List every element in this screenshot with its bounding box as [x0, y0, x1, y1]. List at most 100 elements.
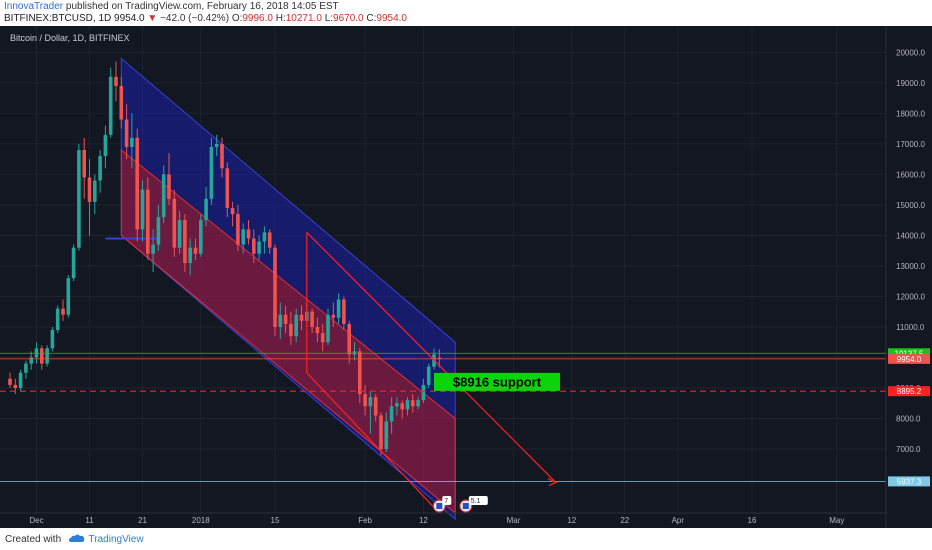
time-tick-label: 12 [567, 516, 576, 525]
descending-trend-line [306, 231, 557, 483]
candle-body [114, 76, 118, 86]
candle-body [241, 229, 245, 245]
chart-title: Bitcoin / Dollar, 1D, BITFINEX [10, 33, 130, 43]
candle-body [24, 363, 28, 373]
candle-body [225, 168, 230, 208]
price-line-tag [888, 476, 930, 487]
candle-body [93, 180, 97, 202]
trend-arrow-head [547, 478, 558, 487]
candle-body [267, 232, 272, 248]
candle-body [18, 372, 23, 388]
ohlc-line: BITFINEX:BTCUSD, 1D 9954.0 ▼ −42.0 (−0.4… [4, 13, 407, 24]
candle-body [220, 143, 224, 169]
candle-body [103, 134, 108, 157]
annotations: $8916 support 7 5.1 [432, 372, 560, 513]
high-value: 10271.0 [285, 13, 322, 24]
candle-body [379, 415, 383, 449]
candle-body [315, 326, 320, 334]
time-tick-label: 12 [419, 516, 428, 525]
candle-body [8, 378, 12, 385]
candle-body [135, 137, 139, 230]
candle-body [82, 150, 86, 178]
candle-body [199, 220, 203, 254]
time-tick-label: May [829, 516, 844, 525]
time-tick-label: Feb [358, 516, 372, 525]
candle-body [66, 278, 71, 315]
tradingview-cloud-icon [68, 534, 85, 542]
candle-body [326, 314, 330, 343]
time-tick-label: Apr [672, 516, 685, 525]
high-label: H: [275, 13, 286, 24]
trend-lines [306, 231, 558, 514]
price-tick-label: 11000.0 [896, 323, 925, 332]
time-tick-label: 15 [271, 516, 280, 525]
candle-body [384, 421, 389, 449]
open-label: O: [231, 13, 243, 24]
candle-body [55, 308, 60, 331]
candle-body [130, 137, 134, 147]
price-chart[interactable]: 7000.08000.09000.010000.011000.012000.01… [0, 26, 932, 528]
price-line-value: 10137.5 [895, 349, 924, 358]
tradingview-brand[interactable]: TradingView [88, 534, 144, 545]
candle-body [119, 85, 124, 120]
price-change: −42.0 (−0.42%) [160, 13, 230, 24]
author-link[interactable]: InnovaTrader [4, 1, 64, 12]
candle-body [183, 220, 187, 263]
candle-body [320, 333, 325, 343]
open-value: 9996.0 [242, 13, 273, 24]
time-tick-label: 2018 [192, 516, 210, 525]
price-tick-label: 17000.0 [896, 140, 925, 149]
created-with: Created with TradingView [5, 533, 144, 545]
candle-body [50, 330, 55, 349]
candle-body [289, 323, 293, 337]
candle-body [411, 400, 415, 407]
created-with-text: Created with [5, 534, 62, 545]
price-tick-label: 12000.0 [896, 292, 925, 301]
candle-body [373, 397, 378, 416]
time-axis-labels: Dec 11 21 2018 15 Feb 12 Mar 12 22 Apr 16 May [29, 516, 844, 525]
price-line-tag [888, 386, 930, 397]
event-badge-count: 7 [444, 498, 448, 505]
price-line-value: 9954.0 [897, 355, 922, 364]
time-tick-label: 21 [138, 516, 147, 525]
support-label-text: $8916 support [453, 374, 542, 389]
candle-body [246, 229, 251, 239]
price-line-tag [888, 353, 930, 364]
candle-body [13, 384, 18, 388]
close-label: C: [366, 13, 377, 24]
candle-body [71, 247, 76, 279]
candle-body [204, 198, 208, 221]
candle-body [273, 247, 277, 327]
candle-body [108, 76, 113, 135]
candle-body [299, 314, 304, 321]
flag-icon-center [462, 503, 469, 509]
candle-body [278, 314, 283, 327]
candle-body [368, 397, 373, 407]
price-tick-label: 14000.0 [896, 231, 925, 240]
time-tick-label: Dec [29, 516, 43, 525]
low-label: L: [324, 13, 334, 24]
candle-body [400, 403, 404, 410]
support-label-box [434, 372, 560, 391]
candle-body [236, 214, 240, 245]
close-value: 9954.0 [376, 13, 407, 24]
candle-body [172, 198, 177, 248]
time-tick-label: 16 [748, 516, 757, 525]
candle-body [363, 394, 367, 407]
candle-body [310, 311, 314, 327]
candle-body [416, 400, 420, 407]
candle-body [40, 348, 44, 364]
candle-body [347, 323, 351, 355]
candle-body [61, 308, 65, 315]
candle-body [395, 403, 399, 407]
candle-body [151, 244, 155, 254]
candle-body [262, 232, 267, 242]
time-tick-label: 22 [620, 516, 629, 525]
candle-body [124, 119, 129, 147]
price-line-tag [888, 348, 930, 359]
price-tick-label: 20000.0 [896, 48, 925, 57]
candle-body [294, 314, 298, 337]
price-axis[interactable] [886, 26, 932, 528]
symbol-label: BITFINEX:BTCUSD, 1D [4, 13, 112, 24]
